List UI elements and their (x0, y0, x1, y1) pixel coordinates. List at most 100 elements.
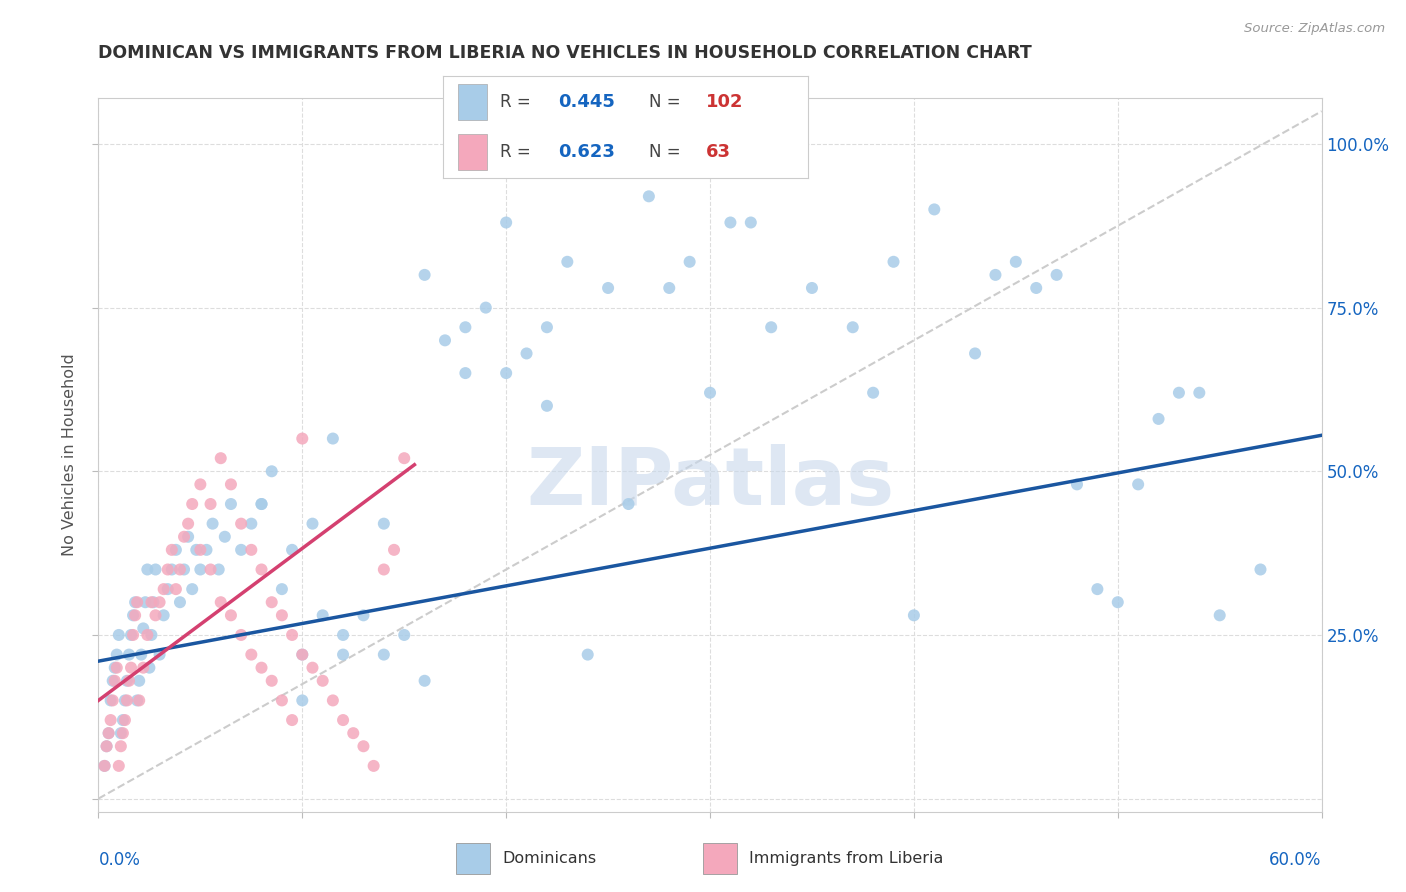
Point (177, 516, 200, 531)
FancyBboxPatch shape (457, 84, 486, 120)
Point (883, 254, 905, 268)
Point (281, 713, 304, 727)
Point (1188, 385, 1211, 400)
Point (219, 477, 242, 491)
Point (250, 562, 273, 576)
Point (270, 582, 294, 596)
Point (136, 628, 159, 642)
Point (1147, 412, 1170, 426)
Point (332, 628, 354, 642)
Point (240, 516, 263, 531)
Point (200, 497, 222, 511)
Point (240, 648, 263, 662)
Point (104, 661, 127, 675)
Point (108, 628, 131, 642)
Point (149, 648, 172, 662)
Y-axis label: No Vehicles in Household: No Vehicles in Household (62, 353, 77, 557)
Point (413, 673, 436, 688)
Point (240, 542, 263, 557)
Point (1004, 254, 1026, 268)
Point (177, 530, 200, 544)
Point (152, 608, 174, 623)
Point (841, 320, 863, 334)
Point (516, 346, 538, 360)
Point (188, 542, 212, 557)
Point (1107, 595, 1129, 609)
Point (156, 562, 179, 576)
FancyBboxPatch shape (703, 843, 737, 874)
Point (363, 759, 385, 773)
Point (97, 726, 120, 740)
Point (173, 530, 195, 544)
Point (105, 661, 128, 675)
Point (699, 385, 721, 400)
Point (110, 739, 132, 754)
Point (495, 366, 517, 380)
Point (127, 595, 149, 609)
Point (169, 562, 191, 576)
Point (156, 582, 179, 596)
Point (260, 673, 283, 688)
Point (160, 562, 183, 576)
Point (134, 595, 156, 609)
Text: Immigrants from Liberia: Immigrants from Liberia (749, 851, 943, 866)
Point (145, 608, 167, 623)
Point (118, 648, 141, 662)
Point (617, 497, 640, 511)
Point (250, 497, 273, 511)
Point (231, 542, 253, 557)
Point (200, 562, 222, 576)
Point (291, 693, 314, 707)
Point (740, 215, 762, 229)
Text: Source: ZipAtlas.com: Source: ZipAtlas.com (1244, 22, 1385, 36)
Text: Dominicans: Dominicans (502, 851, 596, 866)
Point (141, 628, 163, 642)
Point (209, 595, 232, 609)
Point (188, 562, 212, 576)
Point (110, 726, 132, 740)
Point (332, 713, 354, 727)
Point (188, 477, 212, 491)
Point (96, 739, 118, 754)
Point (124, 608, 146, 623)
Point (169, 595, 191, 609)
Point (598, 281, 620, 295)
Point (382, 542, 405, 557)
Point (352, 608, 374, 623)
Point (120, 661, 142, 675)
Point (124, 595, 146, 609)
Point (1025, 281, 1047, 295)
Point (984, 268, 1007, 282)
Point (312, 608, 335, 623)
Point (291, 432, 314, 446)
Point (903, 608, 925, 623)
FancyBboxPatch shape (457, 135, 486, 170)
Point (801, 281, 824, 295)
Point (145, 562, 167, 576)
Point (536, 320, 558, 334)
Point (679, 254, 702, 268)
Text: 102: 102 (706, 93, 744, 111)
Point (922, 202, 945, 217)
Point (1249, 562, 1271, 576)
Point (250, 497, 273, 511)
Point (111, 713, 134, 727)
Point (165, 542, 187, 557)
Point (1128, 477, 1150, 491)
Point (108, 759, 131, 773)
Point (270, 608, 294, 623)
Point (105, 648, 128, 662)
Point (111, 726, 134, 740)
Point (301, 661, 323, 675)
Point (291, 648, 314, 662)
Point (373, 562, 395, 576)
Point (208, 562, 231, 576)
FancyBboxPatch shape (456, 843, 489, 874)
Point (260, 595, 283, 609)
Point (576, 648, 599, 662)
Point (149, 595, 172, 609)
Point (281, 542, 304, 557)
Text: N =: N = (650, 93, 686, 111)
Point (115, 693, 138, 707)
Point (219, 608, 242, 623)
